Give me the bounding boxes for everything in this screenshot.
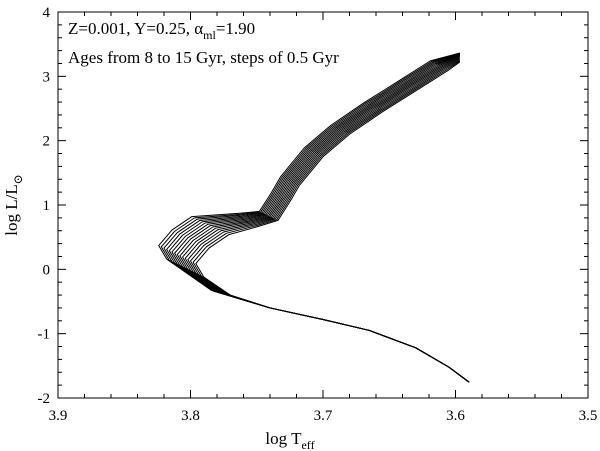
x-axis-label-sub: eff <box>301 438 314 451</box>
plot-frame <box>57 11 589 399</box>
annotation-alpha-sub: ml <box>203 28 216 42</box>
x-axis-label-base: log T <box>265 429 302 448</box>
annotation-line1-part1: Z=0.001, Y=0.25, <box>68 19 194 38</box>
isochrone-line-14 <box>160 52 470 383</box>
y-axis-label-group: log L/L⊙ <box>2 174 25 236</box>
y-tick-label: 0 <box>43 262 51 278</box>
annotation-line1: Z=0.001, Y=0.25, αml=1.90 <box>68 19 255 42</box>
isochrone-line-4 <box>187 58 470 383</box>
annotation-alpha: α <box>194 19 203 38</box>
y-tick-label: 1 <box>43 198 51 214</box>
x-tick-label: 3.8 <box>181 408 200 424</box>
y-tick-label: 3 <box>43 69 51 85</box>
y-axis-label: log L/L⊙ <box>2 174 25 236</box>
isochrone-line-13 <box>163 53 470 383</box>
y-tick-label: 2 <box>43 134 51 150</box>
x-tick-label: 3.7 <box>314 408 333 424</box>
x-axis-label: log Teff <box>265 429 314 451</box>
annotation-line1-part2: =1.90 <box>216 19 255 38</box>
x-tick-label: 3.5 <box>579 408 598 424</box>
series-group <box>158 52 470 383</box>
x-tick-label: 3.6 <box>446 408 465 424</box>
y-tick-label: -1 <box>38 327 51 343</box>
axis-group: 3.9 3.8 3.7 3.6 3.5 -2 -1 0 1 2 3 4 <box>38 5 598 424</box>
y-tick-label: 4 <box>43 5 51 21</box>
y-tick-label: -2 <box>38 391 51 407</box>
annotation-line2: Ages from 8 to 15 Gyr, steps of 0.5 Gyr <box>68 48 339 67</box>
y-axis-label-sub: ⊙ <box>11 174 25 184</box>
y-axis-label-base: log L/L <box>2 184 21 235</box>
x-tick-label: 3.9 <box>49 408 68 424</box>
isochrone-line-11 <box>168 53 470 383</box>
isochrone-line-15 <box>158 52 470 383</box>
